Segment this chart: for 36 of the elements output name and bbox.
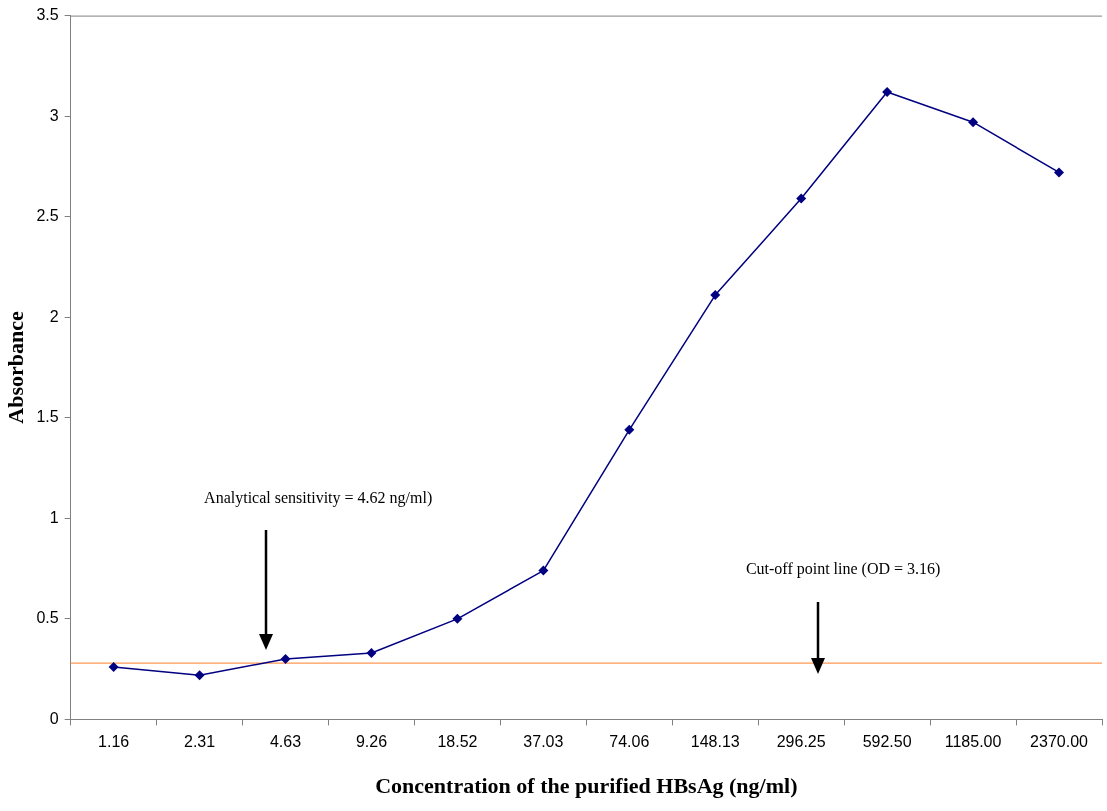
x-tick-label: 592.50 <box>862 733 912 751</box>
x-tick-label: 2.31 <box>183 733 216 751</box>
x-tick-label: 37.03 <box>523 733 564 751</box>
y-tick-label: 3.5 <box>36 6 59 24</box>
point <box>710 290 721 301</box>
x-tick-label: 2370.00 <box>1030 733 1089 751</box>
annotation: Analytical sensitivity = 4.62 ng/ml) <box>204 489 433 508</box>
annotation: Cut-off point line (OD = 3.16) <box>745 559 941 578</box>
x-tick-label: 74.06 <box>609 733 650 751</box>
y-tick-label: 2 <box>49 307 59 325</box>
point <box>538 565 549 576</box>
y-tick-label: 2.5 <box>36 207 59 225</box>
x-tick-label: 1.16 <box>98 733 130 751</box>
x-tick-label: 148.13 <box>690 733 740 751</box>
point <box>1054 167 1065 178</box>
point <box>624 424 635 435</box>
x-tick-label: 1185.00 <box>944 733 1002 751</box>
x-tick-label: 4.63 <box>269 733 302 751</box>
point <box>882 87 893 98</box>
point <box>108 662 119 673</box>
point <box>968 117 979 128</box>
point <box>280 654 291 665</box>
point <box>366 648 377 659</box>
y-tick-label: 1 <box>49 508 59 526</box>
x-tick-label: 9.26 <box>355 733 388 751</box>
point <box>194 670 205 681</box>
point <box>796 193 807 204</box>
x-tick-label: 296.25 <box>776 733 826 751</box>
y-axis-title: Absorbance <box>2 311 28 424</box>
y-tick-label: 0.5 <box>36 609 59 627</box>
x-tick-label: 18.52 <box>437 733 478 751</box>
x-axis-title: Concentration of the purified HBsAg (ng/ml) <box>375 773 798 799</box>
y-tick-label: 3 <box>49 106 59 124</box>
y-tick-label: 1.5 <box>36 408 59 426</box>
point <box>452 613 463 624</box>
y-tick-label: 0 <box>49 709 59 727</box>
